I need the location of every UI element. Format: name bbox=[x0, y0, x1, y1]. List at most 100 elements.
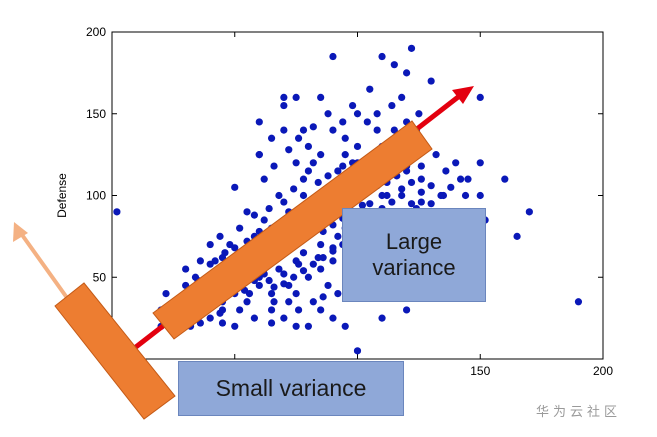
data-point bbox=[476, 159, 484, 167]
data-point bbox=[206, 260, 214, 268]
data-point bbox=[182, 265, 190, 273]
small-variance-callout: Small variance bbox=[178, 361, 404, 416]
data-point bbox=[317, 151, 325, 159]
data-point bbox=[292, 290, 300, 298]
data-point bbox=[280, 93, 288, 101]
data-point bbox=[319, 254, 327, 262]
data-point bbox=[427, 182, 435, 190]
data-point bbox=[290, 185, 298, 193]
data-point bbox=[317, 306, 325, 314]
data-point bbox=[388, 101, 396, 110]
data-point bbox=[317, 93, 325, 101]
data-point bbox=[218, 254, 227, 262]
data-point bbox=[231, 322, 239, 330]
data-point bbox=[353, 347, 362, 355]
data-point bbox=[334, 290, 342, 298]
data-point bbox=[292, 159, 300, 167]
main-arrow-head bbox=[452, 86, 474, 104]
data-point bbox=[292, 93, 300, 101]
data-point bbox=[243, 208, 251, 216]
data-point bbox=[373, 126, 381, 134]
data-point bbox=[403, 69, 411, 77]
data-point bbox=[398, 93, 406, 101]
data-point bbox=[476, 93, 484, 101]
data-point bbox=[294, 260, 303, 268]
data-point bbox=[260, 175, 268, 183]
data-point bbox=[196, 257, 204, 265]
y-axis-label: Defense bbox=[55, 173, 69, 218]
data-point bbox=[206, 314, 214, 322]
data-point bbox=[358, 201, 367, 209]
data-point bbox=[390, 126, 398, 134]
data-point bbox=[329, 257, 337, 265]
data-point bbox=[285, 298, 293, 306]
data-point bbox=[280, 314, 288, 322]
data-point bbox=[243, 298, 251, 306]
data-point bbox=[285, 146, 293, 154]
data-point bbox=[260, 216, 268, 224]
x-tick-label: 150 bbox=[470, 364, 490, 378]
data-point bbox=[339, 118, 347, 126]
data-point bbox=[390, 61, 398, 69]
data-point bbox=[329, 52, 337, 61]
data-point bbox=[353, 110, 362, 118]
data-point bbox=[373, 110, 381, 118]
data-point bbox=[292, 322, 300, 330]
data-point bbox=[270, 162, 278, 170]
y-tick-label: 50 bbox=[93, 270, 107, 284]
data-point bbox=[324, 110, 332, 118]
data-point bbox=[427, 77, 435, 85]
data-point bbox=[267, 290, 276, 298]
data-point bbox=[250, 211, 258, 219]
data-point bbox=[388, 198, 396, 206]
large-variance-label: Large variance bbox=[372, 229, 456, 280]
data-point bbox=[267, 319, 276, 327]
data-point bbox=[317, 265, 325, 273]
data-point bbox=[341, 151, 349, 159]
data-point bbox=[113, 208, 121, 216]
data-point bbox=[341, 322, 349, 330]
data-point bbox=[417, 198, 425, 206]
data-point bbox=[304, 322, 312, 330]
data-point bbox=[304, 273, 312, 281]
x-tick-label: 200 bbox=[593, 364, 613, 378]
data-point bbox=[334, 232, 342, 240]
data-point bbox=[236, 306, 244, 314]
minor-arrow-head bbox=[13, 222, 28, 242]
data-point bbox=[267, 306, 276, 314]
data-point bbox=[329, 314, 337, 322]
data-point bbox=[299, 126, 308, 134]
data-point bbox=[324, 281, 332, 290]
data-point bbox=[299, 267, 308, 275]
data-point bbox=[309, 260, 317, 268]
data-point bbox=[231, 244, 239, 252]
small-variance-bar bbox=[54, 282, 176, 420]
data-point bbox=[403, 306, 411, 314]
data-point bbox=[461, 191, 470, 200]
data-point bbox=[265, 276, 273, 285]
data-point bbox=[525, 208, 533, 216]
data-point bbox=[329, 126, 337, 134]
data-point bbox=[255, 151, 263, 159]
data-point bbox=[280, 280, 288, 288]
data-point bbox=[280, 270, 288, 278]
data-point bbox=[216, 232, 224, 240]
data-point bbox=[280, 126, 288, 134]
data-point bbox=[464, 175, 472, 183]
data-point bbox=[457, 175, 465, 183]
watermark-text: 华为云社区 bbox=[536, 405, 622, 420]
large-variance-bar bbox=[152, 120, 433, 340]
data-point bbox=[417, 188, 425, 196]
data-point bbox=[275, 191, 283, 200]
data-point bbox=[452, 159, 460, 167]
data-point bbox=[280, 101, 288, 110]
data-point bbox=[299, 249, 308, 257]
data-point bbox=[378, 52, 386, 61]
small-variance-label: Small variance bbox=[215, 374, 367, 401]
data-point bbox=[319, 293, 327, 301]
data-point bbox=[447, 183, 455, 191]
data-point bbox=[407, 44, 416, 52]
data-point bbox=[304, 142, 312, 151]
data-point bbox=[280, 198, 288, 206]
data-point bbox=[574, 298, 583, 306]
